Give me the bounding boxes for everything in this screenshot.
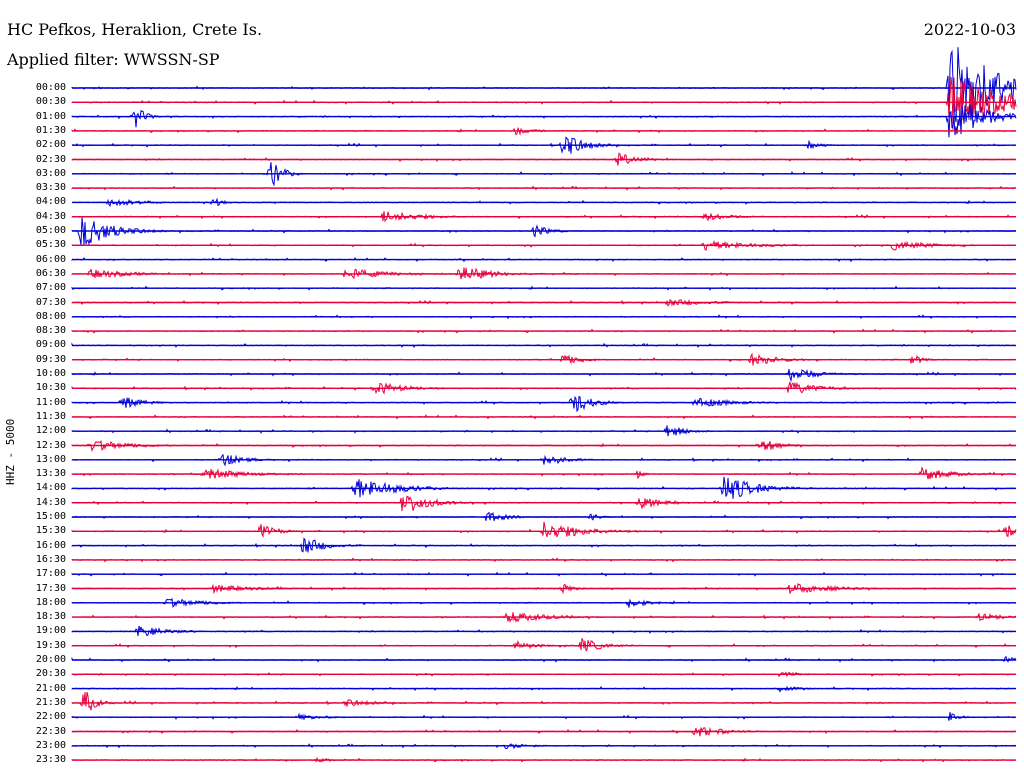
row-label: 23:30 (35, 754, 66, 766)
row-label: 09:00 (35, 339, 66, 351)
row-label: 00:00 (35, 82, 66, 93)
row-labels: 00:00 00:30 01:00 01:30 02:00 02:30 03:00 03:30… (0, 0, 66, 780)
row-label: 02:00 (35, 139, 66, 151)
filter-label: Applied filter: WWSSN-SP (7, 50, 220, 69)
row-label: 20:00 (35, 654, 66, 665)
row-label: 11:00 (35, 396, 66, 408)
row-label: 08:00 (35, 310, 66, 322)
row-label: 18:00 (35, 596, 66, 608)
row-label: 19:00 (35, 625, 66, 637)
row-label: 04:00 (35, 196, 66, 208)
row-label: 07:00 (35, 282, 66, 294)
row-label: 05:30 (35, 239, 66, 251)
trace-row-1100 (71, 395, 1017, 413)
row-label: 15:00 (35, 511, 66, 522)
row-label: 14:00 (35, 482, 66, 494)
row-label: 17:30 (35, 582, 66, 594)
row-label: 20:30 (35, 668, 66, 680)
row-label: 06:00 (35, 253, 66, 265)
row-label: 06:30 (35, 267, 66, 279)
row-label: 11:30 (35, 410, 66, 422)
row-label: 10:00 (35, 368, 66, 379)
row-label: 01:30 (35, 124, 66, 136)
trace-row-0100 (71, 104, 1017, 138)
trace-row-2000 (71, 655, 1017, 663)
row-label: 03:30 (35, 182, 66, 194)
row-label: 16:30 (35, 553, 66, 565)
row-label: 00:30 (35, 96, 66, 108)
record-date: 2022-10-03 (923, 20, 1016, 39)
row-label: 09:30 (35, 353, 66, 365)
row-label: 15:30 (35, 525, 66, 537)
row-label: 14:30 (35, 496, 66, 508)
row-label: 21:30 (35, 696, 66, 708)
row-label: 01:00 (35, 110, 66, 122)
trace-row-0000 (71, 47, 1017, 123)
row-label: 05:00 (35, 225, 66, 236)
row-label: 07:30 (35, 296, 66, 308)
row-label: 03:00 (35, 167, 66, 179)
trace-row-1530 (71, 521, 1017, 539)
station-title: HC Pefkos, Heraklion, Crete Is. (7, 20, 263, 39)
trace-row-1430 (71, 495, 1017, 512)
row-label: 21:00 (35, 682, 66, 694)
trace-row-2200 (71, 711, 1017, 721)
row-label: 17:00 (35, 568, 66, 580)
row-label: 12:30 (35, 439, 66, 451)
trace-row-1930 (71, 638, 1017, 652)
row-label: 18:30 (35, 611, 66, 623)
trace-row-2130 (71, 691, 1017, 711)
row-label: 12:00 (35, 425, 66, 437)
row-label: 13:30 (35, 468, 66, 480)
row-label: 23:00 (35, 739, 66, 751)
row-label: 02:30 (35, 153, 66, 165)
row-label: 13:00 (35, 453, 66, 465)
row-label: 16:00 (35, 539, 66, 551)
trace-row-1030 (71, 381, 1017, 395)
row-label: 08:30 (35, 325, 66, 337)
row-label: 22:00 (35, 711, 66, 723)
trace-row-1000 (71, 369, 1017, 383)
row-label: 22:30 (35, 725, 66, 737)
row-label: 04:30 (35, 210, 66, 222)
row-label: 19:30 (35, 639, 66, 651)
row-label: 10:30 (35, 382, 66, 394)
trace-row-0030 (71, 76, 1017, 130)
